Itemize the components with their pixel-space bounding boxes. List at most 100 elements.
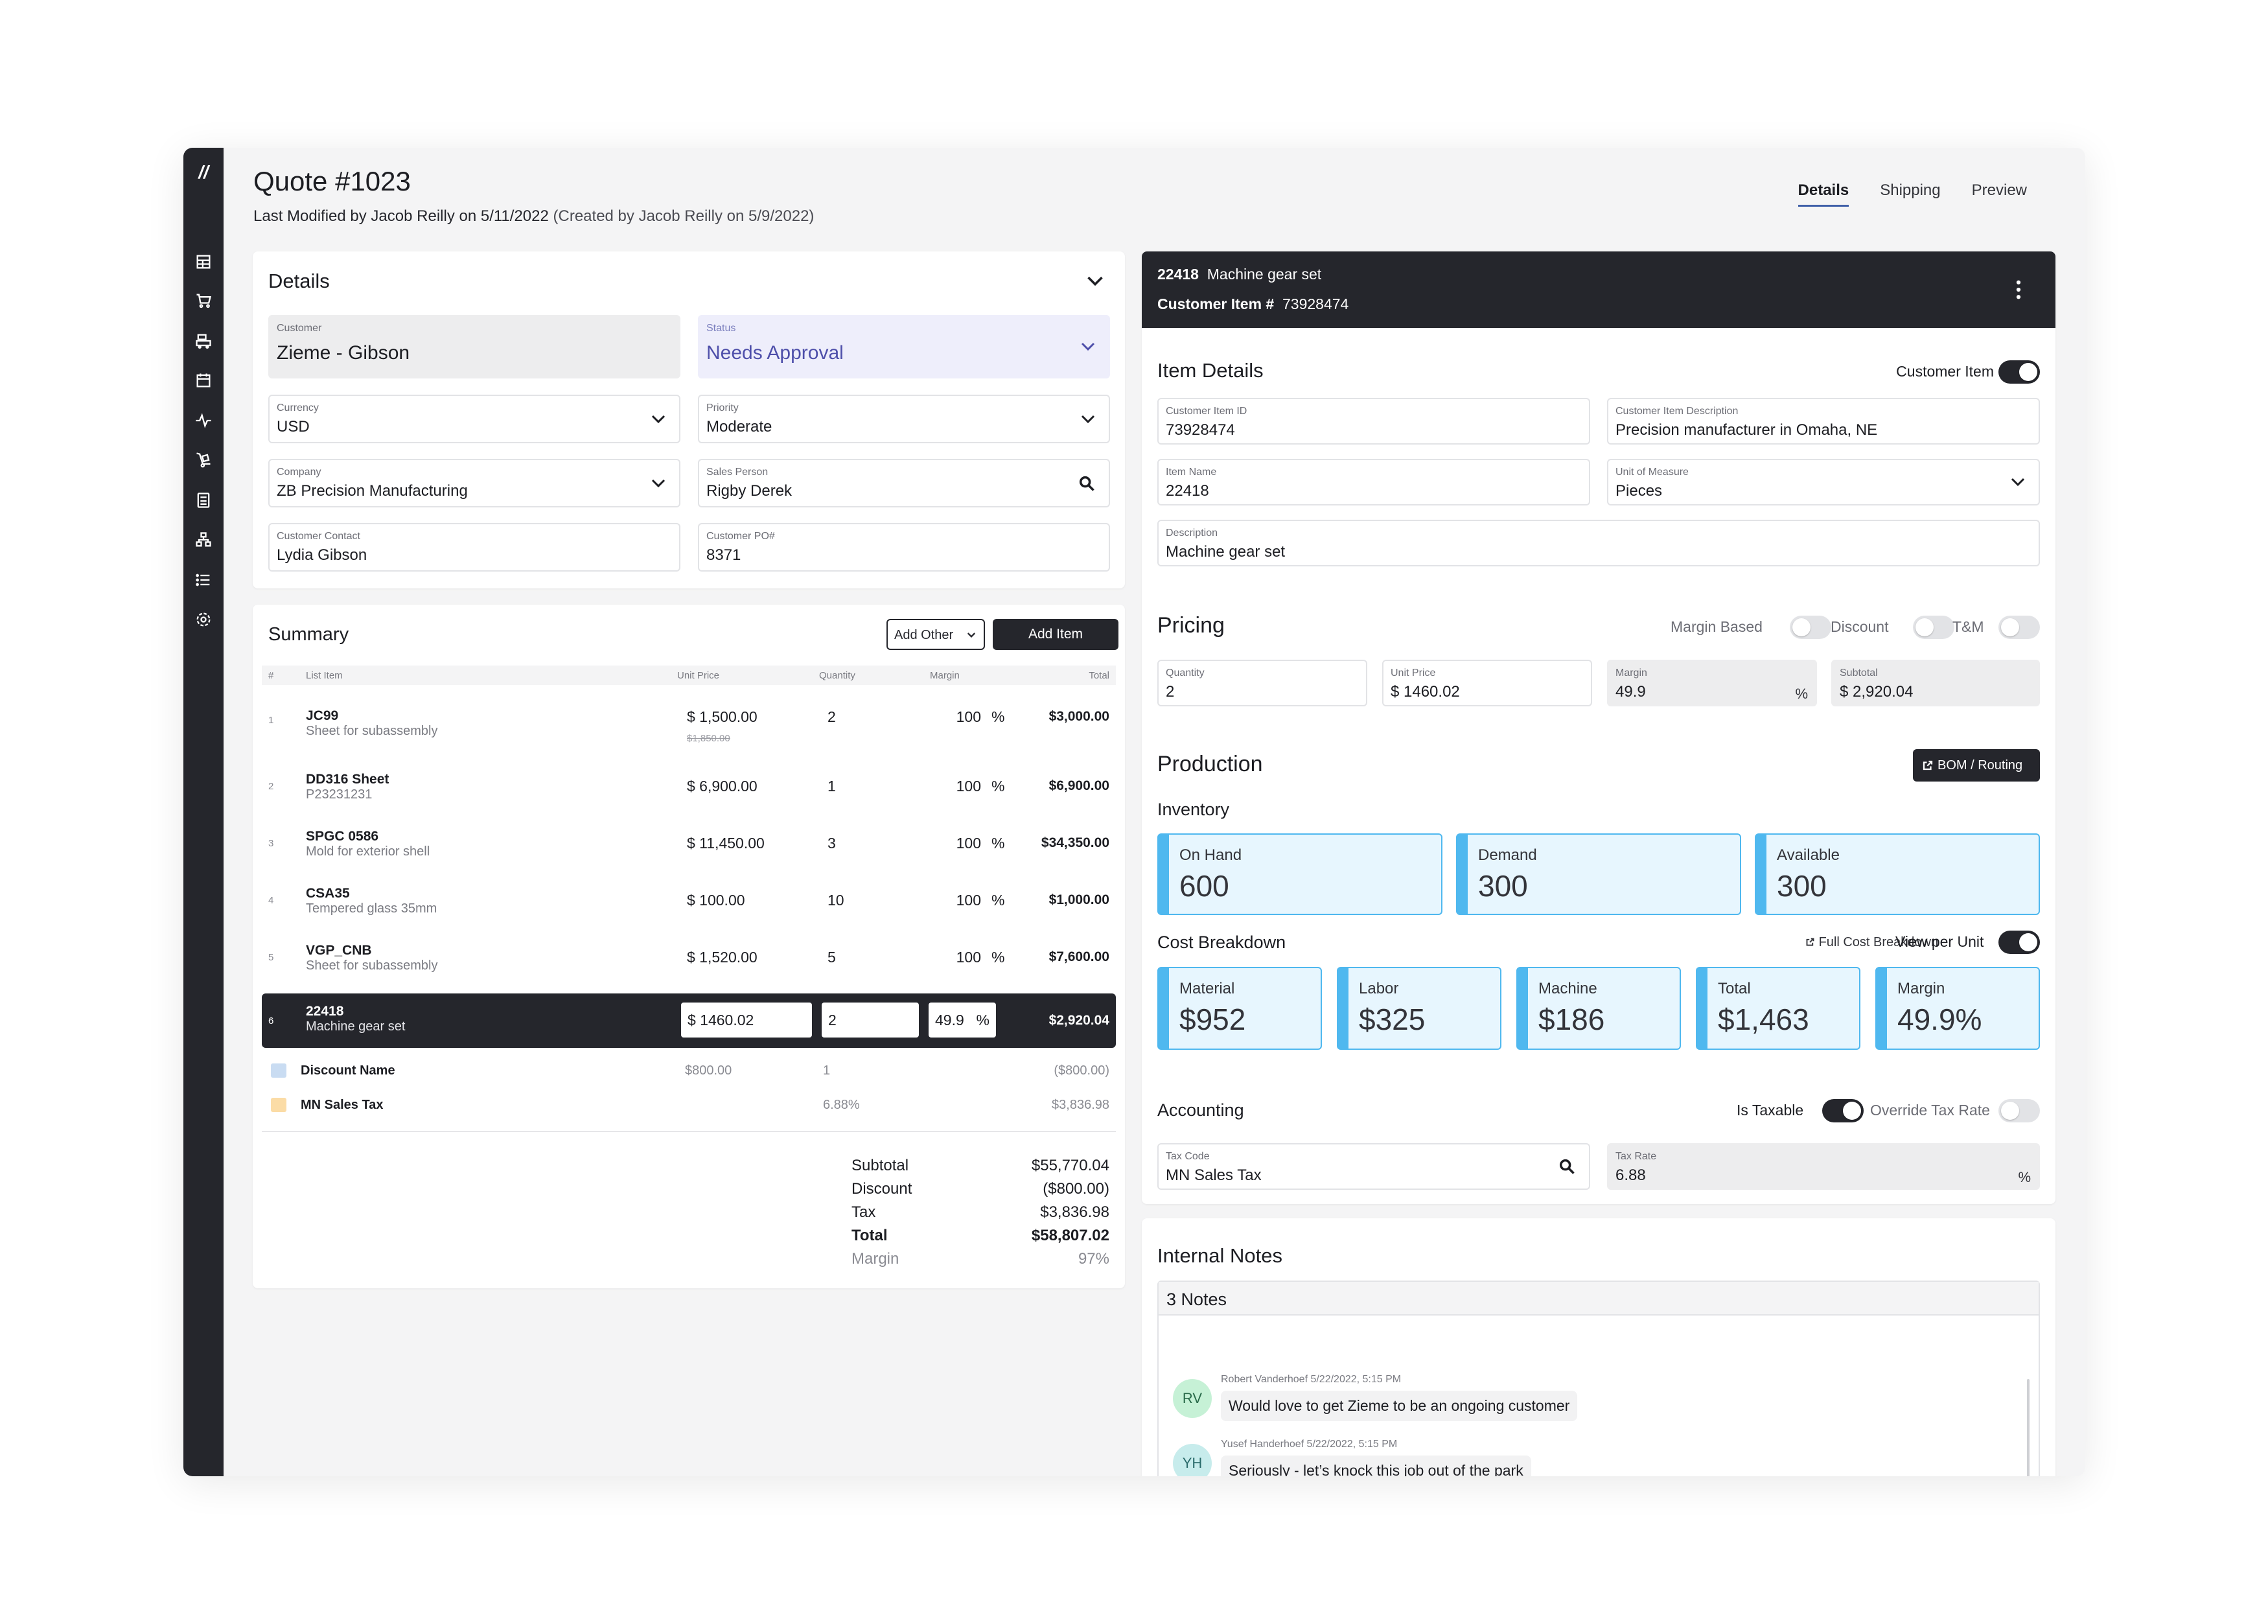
quantity-input[interactable]: 2	[822, 1003, 919, 1038]
demand-value: 300	[1478, 869, 1528, 903]
is-taxable-toggle[interactable]	[1822, 1099, 1864, 1122]
margin-based-toggle[interactable]	[1790, 616, 1831, 639]
unit-of-measure-select[interactable]: Unit of Measure Pieces	[1607, 459, 2040, 505]
activity-icon[interactable]	[194, 412, 213, 430]
row-total: $1,000.00	[1048, 892, 1109, 907]
search-icon[interactable]	[1558, 1157, 1576, 1176]
labor-label: Labor	[1359, 980, 1399, 997]
add-item-button[interactable]: Add Item	[993, 619, 1118, 650]
customer-po-input[interactable]: Customer PO# 8371	[698, 523, 1110, 572]
pricing-title: Pricing	[1157, 613, 1225, 638]
tax-value: $3,836.98	[1040, 1203, 1109, 1221]
priority-value: Moderate	[706, 418, 772, 435]
margin-input[interactable]: 49.9 %	[929, 1003, 996, 1038]
sales-person-input[interactable]: Sales Person Rigby Derek	[698, 459, 1110, 507]
avatar: YH	[1173, 1444, 1212, 1476]
pricing-unit-price-value: $ 1460.02	[1391, 683, 1460, 701]
currency-select[interactable]: Currency USD	[268, 395, 680, 443]
pricing-quantity-input[interactable]: Quantity 2	[1157, 660, 1367, 706]
discount-toggle[interactable]	[1913, 616, 1954, 639]
customer-contact-value: Lydia Gibson	[277, 546, 367, 564]
margin-pct: %	[976, 1012, 989, 1028]
dashboard-icon[interactable]	[194, 253, 213, 271]
status-select[interactable]: Status Needs Approval	[698, 315, 1110, 378]
view-per-unit-toggle[interactable]	[1998, 931, 2040, 954]
pricing-unit-price-input[interactable]: Unit Price $ 1460.02	[1382, 660, 1592, 706]
customer-field[interactable]: Customer Zieme - Gibson	[268, 315, 680, 378]
item-card: 22418 Machine gear set Customer Item # 7…	[1142, 251, 2055, 1204]
tm-toggle[interactable]	[1998, 616, 2040, 639]
description-input[interactable]: Description Machine gear set	[1157, 520, 2040, 566]
list-icon[interactable]	[194, 571, 213, 589]
customer-item-id-input[interactable]: Customer Item ID 73928474	[1157, 398, 1590, 445]
discount-qty: 1	[823, 1063, 831, 1078]
row-item-desc: Machine gear set	[306, 1019, 406, 1034]
row-margin-pct: %	[991, 949, 1005, 966]
tax-row[interactable]: MN Sales Tax 6.88% $3,836.98	[262, 1093, 1116, 1119]
search-icon[interactable]	[1078, 474, 1096, 493]
priority-label: Priority	[706, 402, 739, 413]
margin-value: 49.9	[935, 1012, 964, 1028]
pricing-margin-suffix: %	[1795, 686, 1808, 702]
table-row[interactable]: 4 CSA35 Tempered glass 35mm $ 100.00 10 …	[262, 874, 1116, 929]
pricing-margin-field[interactable]: Margin 49.9 %	[1607, 660, 1817, 706]
currency-value: USD	[277, 418, 310, 435]
tab-details[interactable]: Details	[1798, 181, 1849, 207]
settings-icon[interactable]	[194, 610, 213, 629]
tax-code-input[interactable]: Tax Code MN Sales Tax	[1157, 1143, 1590, 1190]
customer-item-toggle[interactable]	[1998, 360, 2040, 384]
notes-scrollbar[interactable]	[2027, 1379, 2030, 1476]
cart-icon[interactable]	[194, 292, 213, 310]
collapse-chevron-icon[interactable]	[1086, 275, 1104, 288]
company-select[interactable]: Company ZB Precision Manufacturing	[268, 459, 680, 507]
sitemap-icon[interactable]	[194, 531, 213, 549]
col-list-item: List Item	[306, 670, 343, 681]
discount-row[interactable]: Discount Name $800.00 1 ($800.00)	[262, 1058, 1116, 1084]
override-tax-toggle[interactable]	[1998, 1099, 2040, 1122]
pricing-quantity-label: Quantity	[1166, 667, 1205, 679]
more-options-icon[interactable]	[2015, 280, 2022, 299]
item-header-title: 22418 Machine gear set	[1157, 266, 1321, 283]
discount-name: Discount Name	[301, 1063, 395, 1078]
available-label: Available	[1777, 846, 1840, 864]
row-margin: 100	[956, 778, 981, 795]
tax-code-value: MN Sales Tax	[1166, 1166, 1262, 1184]
add-other-button[interactable]: Add Other	[886, 619, 985, 650]
tax-rate-field[interactable]: Tax Rate 6.88 %	[1607, 1143, 2040, 1190]
bom-routing-button[interactable]: BOM / Routing	[1913, 749, 2040, 782]
app-logo[interactable]: //	[198, 162, 209, 182]
table-row[interactable]: 5 VGP_CNB Sheet for subassembly $ 1,520.…	[262, 931, 1116, 986]
full-cost-breakdown-link[interactable]: Full Cost Breakdown	[1805, 935, 1938, 950]
unit-price-input[interactable]: $ 1460.02	[681, 1003, 812, 1038]
table-row-selected[interactable]: 6 22418 Machine gear set $ 1460.02 2 49.…	[262, 993, 1116, 1048]
table-row[interactable]: 1 JC99 Sheet for subassembly $ 1,500.00 …	[262, 694, 1116, 748]
customer-item-desc-input[interactable]: Customer Item Description Precision manu…	[1607, 398, 2040, 445]
machine-cost-tile: Machine $186	[1516, 967, 1681, 1050]
tab-shipping[interactable]: Shipping	[1880, 181, 1941, 199]
row-item-desc: Sheet for subassembly	[306, 724, 438, 738]
calculator-icon[interactable]	[194, 491, 213, 509]
calendar-icon[interactable]	[194, 371, 213, 389]
priority-select[interactable]: Priority Moderate	[698, 395, 1110, 443]
table-row[interactable]: 2 DD316 Sheet P23231231 $ 6,900.00 1 100…	[262, 760, 1116, 815]
row-quantity: 2	[827, 708, 836, 725]
bom-routing-label: BOM / Routing	[1938, 758, 2023, 772]
margin-tile-label: Margin	[1897, 980, 1945, 997]
notes-panel: 3 Notes RV Robert Vanderhoef 5/22/2022, …	[1157, 1281, 2040, 1476]
description-label: Description	[1166, 528, 1218, 539]
demand-label: Demand	[1478, 846, 1537, 864]
table-row[interactable]: 3 SPGC 0586 Mold for exterior shell $ 11…	[262, 817, 1116, 872]
row-item-desc: P23231231	[306, 787, 373, 802]
override-tax-label: Override Tax Rate	[1870, 1102, 1990, 1119]
customer-item-desc-value: Precision manufacturer in Omaha, NE	[1615, 421, 1878, 439]
row-number: 6	[268, 1015, 274, 1027]
tab-preview[interactable]: Preview	[1971, 181, 2027, 199]
cost-breakdown-title: Cost Breakdown	[1157, 933, 1286, 952]
tax-rate-label: Tax Rate	[1615, 1151, 1657, 1162]
warehouse-icon[interactable]	[194, 332, 213, 350]
item-name-input[interactable]: Item Name 22418	[1157, 459, 1590, 505]
discount-value: ($800.00)	[1043, 1180, 1109, 1198]
dolly-icon[interactable]	[194, 451, 213, 469]
row-unit-price: $ 11,450.00	[687, 835, 765, 852]
customer-contact-input[interactable]: Customer Contact Lydia Gibson	[268, 523, 680, 572]
